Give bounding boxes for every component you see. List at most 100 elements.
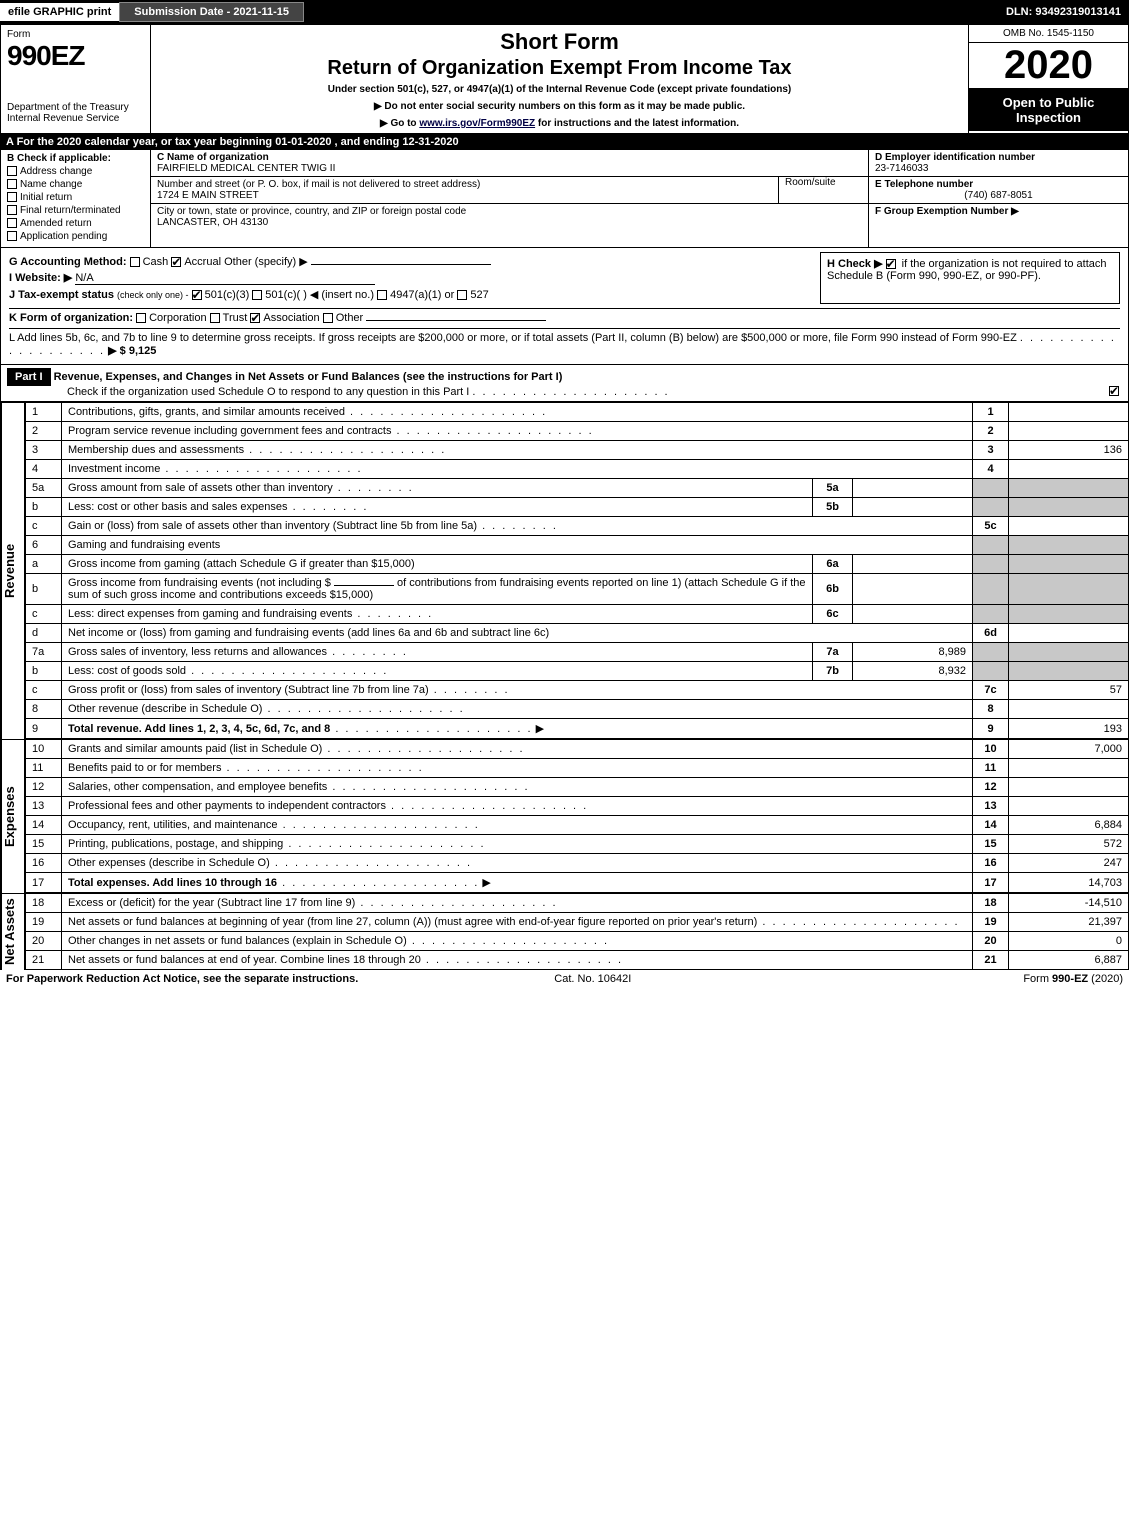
l14-rnum: 14 bbox=[973, 816, 1009, 835]
line-10: 10Grants and similar amounts paid (list … bbox=[26, 740, 1129, 759]
line-12: 12Salaries, other compensation, and empl… bbox=[26, 778, 1129, 797]
chk-cash[interactable] bbox=[130, 257, 140, 267]
chk-527[interactable] bbox=[457, 290, 467, 300]
line-14: 14Occupancy, rent, utilities, and mainte… bbox=[26, 816, 1129, 835]
l15-num: 15 bbox=[26, 835, 62, 854]
l-text: L Add lines 5b, 6c, and 7b to line 9 to … bbox=[9, 332, 1017, 344]
l1-num: 1 bbox=[26, 403, 62, 422]
l1-desc: Contributions, gifts, grants, and simila… bbox=[68, 406, 345, 418]
chk-part1-scho[interactable] bbox=[1109, 386, 1119, 396]
l15-rnum: 15 bbox=[973, 835, 1009, 854]
chk-initial-return[interactable]: Initial return bbox=[7, 192, 144, 203]
l11-rnum: 11 bbox=[973, 759, 1009, 778]
l9-arrow: ▶ bbox=[536, 723, 544, 735]
section-h: H Check ▶ if the organization is not req… bbox=[820, 252, 1120, 304]
l6d-desc: Net income or (loss) from gaming and fun… bbox=[62, 624, 973, 643]
chk-final-return[interactable]: Final return/terminated bbox=[7, 205, 144, 216]
line-19: 19Net assets or fund balances at beginni… bbox=[26, 913, 1129, 932]
line-7a: 7aGross sales of inventory, less returns… bbox=[26, 643, 1129, 662]
l2-val bbox=[1009, 422, 1129, 441]
l13-desc: Professional fees and other payments to … bbox=[68, 800, 386, 812]
chk-accrual[interactable] bbox=[171, 257, 181, 267]
l8-desc: Other revenue (describe in Schedule O) bbox=[68, 703, 262, 715]
e-phone-label: E Telephone number bbox=[875, 179, 973, 190]
line-5c: cGain or (loss) from sale of assets othe… bbox=[26, 517, 1129, 536]
footer-left: For Paperwork Reduction Act Notice, see … bbox=[6, 973, 358, 985]
l15-desc: Printing, publications, postage, and shi… bbox=[68, 838, 283, 850]
entity-block: B Check if applicable: Address change Na… bbox=[0, 150, 1129, 248]
l9-desc: Total revenue. Add lines 1, 2, 3, 4, 5c,… bbox=[68, 723, 330, 735]
l5c-val bbox=[1009, 517, 1129, 536]
l6a-num: a bbox=[26, 555, 62, 574]
netassets-sidelabel: Net Assets bbox=[1, 893, 25, 970]
l6b-sc: 6b bbox=[813, 574, 853, 605]
org-ein: 23-7146033 bbox=[875, 163, 928, 174]
chk-h[interactable] bbox=[886, 259, 896, 269]
line-8: 8Other revenue (describe in Schedule O)8 bbox=[26, 700, 1129, 719]
l7a-num: 7a bbox=[26, 643, 62, 662]
l2-num: 2 bbox=[26, 422, 62, 441]
j-label: J Tax-exempt status bbox=[9, 289, 114, 301]
l6-desc: Gaming and fundraising events bbox=[62, 536, 973, 555]
l21-rnum: 21 bbox=[973, 951, 1009, 970]
line-5a: 5aGross amount from sale of assets other… bbox=[26, 479, 1129, 498]
l8-num: 8 bbox=[26, 700, 62, 719]
g-label: G Accounting Method: bbox=[9, 256, 127, 268]
l11-num: 11 bbox=[26, 759, 62, 778]
l7c-desc: Gross profit or (loss) from sales of inv… bbox=[68, 684, 429, 696]
l12-val bbox=[1009, 778, 1129, 797]
chk-4947[interactable] bbox=[377, 290, 387, 300]
l6a-sc: 6a bbox=[813, 555, 853, 574]
line-6a: aGross income from gaming (attach Schedu… bbox=[26, 555, 1129, 574]
chk-other-org[interactable] bbox=[323, 313, 333, 323]
l3-num: 3 bbox=[26, 441, 62, 460]
l5a-desc: Gross amount from sale of assets other t… bbox=[68, 482, 333, 494]
line-17: 17 Total expenses. Add lines 10 through 1… bbox=[26, 873, 1129, 893]
l4-desc: Investment income bbox=[68, 463, 160, 475]
line-3: 3Membership dues and assessments3136 bbox=[26, 441, 1129, 460]
chk-address-change[interactable]: Address change bbox=[7, 166, 144, 177]
chk-trust[interactable] bbox=[210, 313, 220, 323]
h-label: H Check ▶ bbox=[827, 258, 886, 270]
l16-rnum: 16 bbox=[973, 854, 1009, 873]
chk-name-change[interactable]: Name change bbox=[7, 179, 144, 190]
irs-label: Internal Revenue Service bbox=[7, 113, 144, 124]
l12-desc: Salaries, other compensation, and employ… bbox=[68, 781, 327, 793]
j-501c3-label: 501(c)(3) bbox=[205, 289, 250, 301]
l19-num: 19 bbox=[26, 913, 62, 932]
expenses-section: Expenses 10Grants and similar amounts pa… bbox=[0, 739, 1129, 893]
dept-treasury: Department of the Treasury bbox=[7, 102, 144, 113]
section-l: L Add lines 5b, 6c, and 7b to line 9 to … bbox=[9, 328, 1120, 357]
l21-desc: Net assets or fund balances at end of ye… bbox=[68, 954, 421, 966]
header-mid: Short Form Return of Organization Exempt… bbox=[151, 25, 968, 133]
goto-link[interactable]: www.irs.gov/Form990EZ bbox=[419, 118, 535, 129]
l8-val bbox=[1009, 700, 1129, 719]
chk-application-pending[interactable]: Application pending bbox=[7, 231, 144, 242]
line-7c: cGross profit or (loss) from sales of in… bbox=[26, 681, 1129, 700]
l5b-sc: 5b bbox=[813, 498, 853, 517]
line-4: 4Investment income4 bbox=[26, 460, 1129, 479]
chk-assoc[interactable] bbox=[250, 313, 260, 323]
l5a-sv bbox=[853, 479, 973, 498]
chk-501c3[interactable] bbox=[192, 290, 202, 300]
l17-desc: Total expenses. Add lines 10 through 16 bbox=[68, 877, 277, 889]
chk-amended-return[interactable]: Amended return bbox=[7, 218, 144, 229]
line-9: 9Total revenue. Add lines 1, 2, 3, 4, 5c… bbox=[26, 719, 1129, 739]
j-sub: (check only one) - bbox=[117, 290, 189, 300]
l4-num: 4 bbox=[26, 460, 62, 479]
dln-label: DLN: 93492319013141 bbox=[998, 3, 1129, 21]
l20-val: 0 bbox=[1009, 932, 1129, 951]
l17-num: 17 bbox=[26, 873, 62, 893]
section-a: A For the 2020 calendar year, or tax yea… bbox=[0, 134, 1129, 150]
j-527-label: 527 bbox=[470, 289, 488, 301]
revenue-table: 1 Contributions, gifts, grants, and simil… bbox=[25, 402, 1129, 739]
org-phone: (740) 687-8051 bbox=[875, 190, 1122, 201]
section-def: D Employer identification number 23-7146… bbox=[868, 150, 1128, 247]
chk-501c[interactable] bbox=[252, 290, 262, 300]
goto-pre: ▶ Go to bbox=[380, 118, 419, 129]
l7a-sc: 7a bbox=[813, 643, 853, 662]
chk-corp[interactable] bbox=[136, 313, 146, 323]
l7b-desc: Less: cost of goods sold bbox=[68, 665, 186, 677]
j-501c-label: 501(c)( ) ◀ (insert no.) bbox=[265, 289, 374, 301]
footer-right-pre: Form bbox=[1023, 973, 1052, 985]
